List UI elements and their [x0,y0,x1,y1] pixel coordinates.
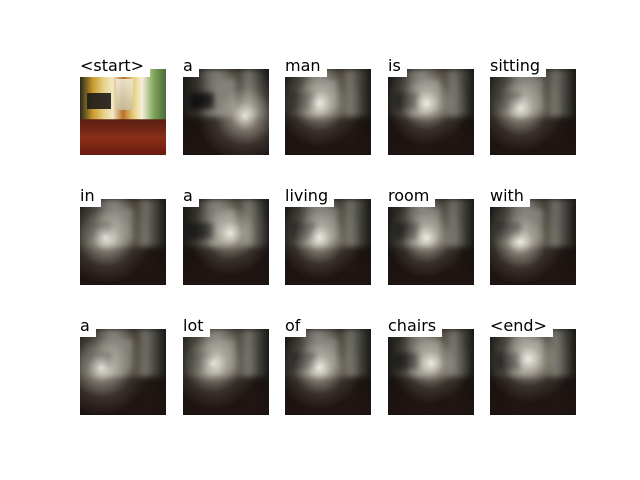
attention-map-image [183,69,269,155]
attention-cell: chairs [388,315,474,415]
word-label: a [183,185,199,207]
attention-map-image [80,199,166,285]
word-label: a [183,55,199,77]
word-label: in [80,185,101,207]
attention-cell: is [388,55,474,155]
attention-map-image [388,199,474,285]
attention-cell: with [490,185,576,285]
attention-cell: <end> [490,315,576,415]
attention-cell: man [285,55,371,155]
word-label: with [490,185,530,207]
attention-cell: a [183,185,269,285]
attention-cell: <start> [80,55,166,155]
word-label: <end> [490,315,553,337]
attention-map-image [388,329,474,415]
attention-map-image [285,329,371,415]
attention-cell: a [183,55,269,155]
word-label: of [285,315,307,337]
word-label: a [80,315,96,337]
attention-map-image [490,199,576,285]
word-label: is [388,55,407,77]
attention-cell: a [80,315,166,415]
word-label: room [388,185,436,207]
attention-map-image [183,329,269,415]
attention-cell: sitting [490,55,576,155]
word-label: sitting [490,55,547,77]
attention-cell: lot [183,315,269,415]
word-label: lot [183,315,210,337]
attention-map-image [285,199,371,285]
attention-map-image [490,329,576,415]
attention-cell: in [80,185,166,285]
word-label: man [285,55,327,77]
attention-map-image [490,69,576,155]
attention-cell: of [285,315,371,415]
word-label: <start> [80,55,151,77]
attention-cell: room [388,185,474,285]
attention-map-image [183,199,269,285]
word-label: chairs [388,315,443,337]
attention-cell: living [285,185,371,285]
attention-map-image [388,69,474,155]
attention-map-image [80,329,166,415]
original-image [80,69,166,155]
word-label: living [285,185,335,207]
attention-map-image [285,69,371,155]
